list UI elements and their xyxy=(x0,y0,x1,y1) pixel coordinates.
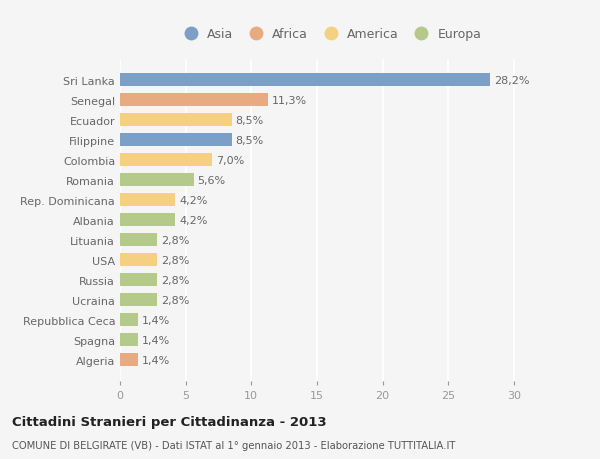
Bar xyxy=(120,174,193,187)
Bar xyxy=(120,194,175,207)
Bar xyxy=(120,274,157,286)
Text: 2,8%: 2,8% xyxy=(161,255,189,265)
Text: 2,8%: 2,8% xyxy=(161,295,189,305)
Bar xyxy=(120,334,139,347)
Text: 2,8%: 2,8% xyxy=(161,235,189,245)
Bar xyxy=(120,294,157,307)
Bar xyxy=(120,134,232,147)
Text: 4,2%: 4,2% xyxy=(179,196,208,205)
Text: COMUNE DI BELGIRATE (VB) - Dati ISTAT al 1° gennaio 2013 - Elaborazione TUTTITAL: COMUNE DI BELGIRATE (VB) - Dati ISTAT al… xyxy=(12,440,455,450)
Text: Cittadini Stranieri per Cittadinanza - 2013: Cittadini Stranieri per Cittadinanza - 2… xyxy=(12,415,326,428)
Bar xyxy=(120,313,139,326)
Legend: Asia, Africa, America, Europa: Asia, Africa, America, Europa xyxy=(175,24,485,45)
Text: 11,3%: 11,3% xyxy=(272,96,307,106)
Text: 8,5%: 8,5% xyxy=(235,135,264,146)
Text: 28,2%: 28,2% xyxy=(494,76,530,86)
Text: 1,4%: 1,4% xyxy=(142,335,170,345)
Text: 1,4%: 1,4% xyxy=(142,315,170,325)
Bar xyxy=(120,353,139,366)
Text: 5,6%: 5,6% xyxy=(197,175,226,185)
Bar xyxy=(120,94,268,107)
Bar xyxy=(120,234,157,247)
Bar xyxy=(120,254,157,267)
Bar xyxy=(120,114,232,127)
Text: 7,0%: 7,0% xyxy=(216,156,244,166)
Bar xyxy=(120,214,175,227)
Text: 1,4%: 1,4% xyxy=(142,355,170,365)
Text: 4,2%: 4,2% xyxy=(179,215,208,225)
Bar xyxy=(120,74,490,87)
Text: 8,5%: 8,5% xyxy=(235,116,264,126)
Bar xyxy=(120,154,212,167)
Text: 2,8%: 2,8% xyxy=(161,275,189,285)
